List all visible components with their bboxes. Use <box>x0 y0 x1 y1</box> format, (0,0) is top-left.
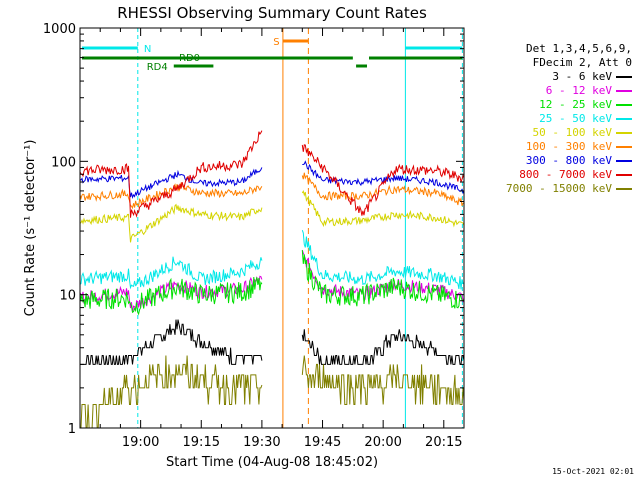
legend-swatch <box>616 90 632 92</box>
series-line-0 <box>80 319 263 365</box>
legend-entry: 12 - 25 keV <box>472 98 632 112</box>
legend-entry-label: 12 - 25 keV <box>539 98 612 111</box>
x-tick-label: 19:45 <box>304 435 341 450</box>
series-line-2 <box>79 276 263 316</box>
generated-timestamp: 15-Oct-2021 02:01 <box>552 467 634 476</box>
legend-swatch <box>616 132 632 134</box>
legend-entry: 800 - 7000 keV <box>472 168 632 182</box>
legend-swatch <box>616 118 632 120</box>
series-line-4 <box>301 190 465 228</box>
legend-entry-label: 25 - 50 keV <box>539 112 612 125</box>
legend-swatch <box>616 104 632 106</box>
y-tick-label: 1000 <box>43 22 76 37</box>
x-tick-label: 19:30 <box>243 435 280 450</box>
legend-swatch <box>616 76 632 78</box>
series-line-5 <box>301 172 465 207</box>
legend-entry: 300 - 800 keV <box>472 154 632 168</box>
flag-label-s: S <box>273 37 279 48</box>
series-line-6 <box>79 167 263 200</box>
series-line-2 <box>301 250 465 309</box>
x-axis-label: Start Time (04-Aug-08 18:45:02) <box>166 455 378 470</box>
legend-entry-label: 800 - 7000 keV <box>519 168 612 181</box>
legend-entry: 100 - 300 keV <box>472 140 632 154</box>
legend-entry-label: 3 - 6 keV <box>552 70 612 83</box>
x-tick-label: 20:15 <box>425 435 462 450</box>
series-line-7 <box>301 144 465 216</box>
series-line-8 <box>80 355 263 429</box>
series-line-8 <box>301 355 465 405</box>
series-line-5 <box>79 181 263 210</box>
y-tick-label: 10 <box>59 289 76 304</box>
legend-entry: 25 - 50 keV <box>472 112 632 126</box>
series-line-3 <box>79 256 263 290</box>
legend-header-line-1: Det 1,3,4,5,6,9, <box>526 42 632 55</box>
legend-swatch <box>616 160 632 162</box>
legend-entry-label: 100 - 300 keV <box>525 140 612 153</box>
y-axis-label: Count Rate (s⁻¹ detector⁻¹) <box>23 140 38 317</box>
legend-entry-label: 50 - 100 keV <box>532 126 612 139</box>
legend-entry-label: 300 - 800 keV <box>525 154 612 167</box>
x-tick-label: 20:00 <box>364 435 401 450</box>
series-line-0 <box>301 329 465 365</box>
legend-swatch <box>616 146 632 148</box>
series-line-4 <box>79 203 263 243</box>
legend-header-line-2: FDecim 2, Att 0 <box>532 56 632 69</box>
legend-swatch <box>616 188 632 190</box>
plot-frame <box>79 27 465 429</box>
series-line-6 <box>302 160 465 195</box>
legend-entry: 3 - 6 keV <box>472 70 632 84</box>
series-line-3 <box>301 230 465 290</box>
legend-swatch <box>616 174 632 176</box>
flag-label-rd0: RD0 <box>179 53 200 64</box>
y-tick-label: 100 <box>51 155 76 170</box>
legend-entry: 50 - 100 keV <box>472 126 632 140</box>
x-tick-label: 19:00 <box>122 435 159 450</box>
flag-label-n: N <box>144 44 151 55</box>
chart-title: RHESSI Observing Summary Count Rates <box>117 4 427 22</box>
series-line-7 <box>79 130 263 218</box>
legend-entry: 6 - 12 keV <box>472 84 632 98</box>
x-tick-label: 19:15 <box>183 435 220 450</box>
legend-entry-label: 6 - 12 keV <box>545 84 612 97</box>
legend-entry: 7000 - 15000 keV <box>472 182 632 196</box>
legend: Det 1,3,4,5,6,9, FDecim 2, Att 0 3 - 6 k… <box>472 42 632 196</box>
y-tick-label: 1 <box>68 422 76 437</box>
flag-label-rd4: RD4 <box>147 62 168 73</box>
legend-entry-label: 7000 - 15000 keV <box>506 182 612 195</box>
